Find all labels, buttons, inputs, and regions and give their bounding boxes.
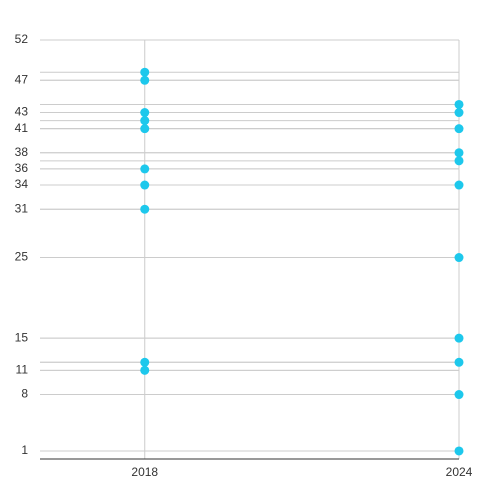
y-tick-label: 1 bbox=[21, 443, 28, 457]
dot bbox=[454, 446, 464, 456]
dot bbox=[454, 253, 464, 263]
dot bbox=[140, 164, 150, 174]
y-tick-label: 52 bbox=[15, 32, 29, 46]
dot bbox=[454, 156, 464, 166]
y-tick-label: 38 bbox=[15, 145, 29, 159]
y-tick-label: 36 bbox=[15, 161, 29, 175]
dot bbox=[454, 148, 464, 158]
dot bbox=[140, 365, 150, 375]
y-tick-label: 43 bbox=[15, 105, 29, 119]
x-tick-label: 2018 bbox=[131, 465, 158, 479]
dot bbox=[454, 357, 464, 367]
x-tick-label: 2024 bbox=[446, 465, 473, 479]
dot bbox=[454, 180, 464, 190]
dot bbox=[140, 357, 150, 367]
dot bbox=[140, 180, 150, 190]
dot bbox=[140, 75, 150, 85]
dot bbox=[454, 108, 464, 118]
y-tick-label: 34 bbox=[15, 177, 29, 191]
y-tick-label: 11 bbox=[16, 363, 29, 377]
dot bbox=[140, 124, 150, 134]
dot bbox=[140, 108, 150, 118]
y-tick-label: 31 bbox=[15, 201, 29, 215]
dot bbox=[454, 333, 464, 343]
y-tick-label: 41 bbox=[15, 121, 29, 135]
y-tick-label: 25 bbox=[15, 250, 29, 264]
dot bbox=[454, 390, 464, 400]
y-tick-label: 47 bbox=[15, 72, 29, 86]
dot bbox=[140, 116, 150, 126]
dot bbox=[454, 124, 464, 134]
y-tick-label: 15 bbox=[15, 330, 29, 344]
y-tick-label: 8 bbox=[21, 387, 28, 401]
dot bbox=[140, 204, 150, 214]
dot bbox=[140, 67, 150, 77]
dot bbox=[454, 99, 464, 109]
